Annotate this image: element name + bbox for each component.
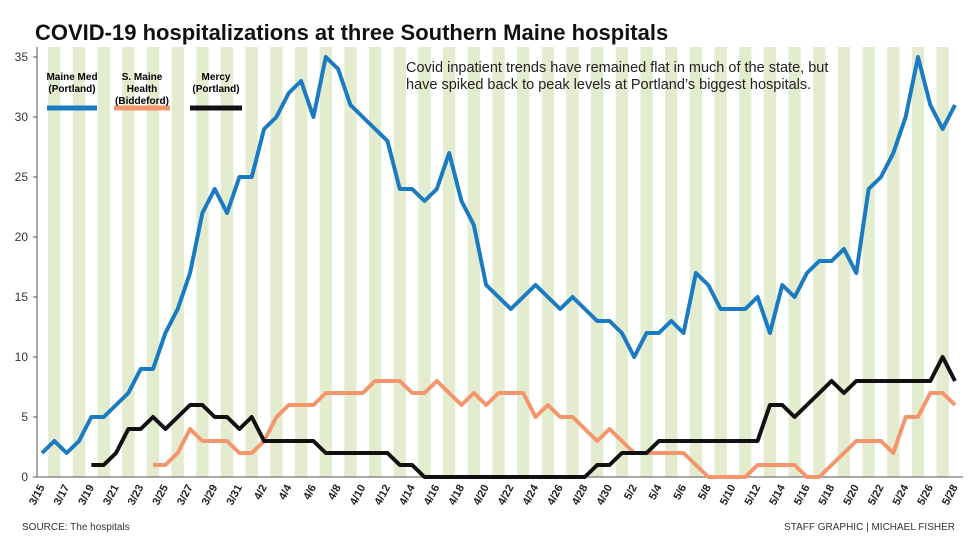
x-tick-label: 4/14 [397,482,418,507]
stripe [319,47,332,477]
y-tick-label: 15 [15,290,29,304]
stripe [492,47,505,477]
x-tick-label: 5/4 [647,482,665,502]
stripe [615,47,629,477]
stripe [566,47,579,477]
x-tick-label: 3/27 [175,483,196,508]
x-tick-label: 4/26 [545,483,566,508]
stripe [467,47,480,477]
x-tick-label: 5/2 [622,483,640,502]
stripe [837,47,851,477]
stripe [270,47,283,477]
stripe [714,47,727,477]
legend-label: Mercy (Portland) [192,72,240,95]
stripe [368,47,382,477]
x-tick-label: 4/2 [252,483,270,502]
stripe [72,47,86,477]
annotation: Covid inpatient trends have remained fla… [406,60,829,93]
x-tick-label: 4/4 [277,482,295,502]
series-line [153,379,957,479]
stripe [245,47,258,477]
x-tick-label: 3/23 [126,483,147,508]
stripe [911,47,925,477]
x-tick-label: 4/10 [348,483,369,508]
stripe [418,47,431,477]
y-tick-label: 10 [15,350,29,364]
x-tick-label: 4/12 [372,483,393,508]
stripe [220,47,234,477]
x-tick-label: 4/20 [471,483,492,508]
x-tick-label: 5/8 [696,483,714,502]
x-tick-label: 3/15 [27,483,48,508]
y-tick-label: 0 [21,470,28,484]
series-line [40,55,957,455]
x-tick-label: 4/16 [422,483,443,508]
x-tick-label: 3/31 [224,483,245,508]
stripe [541,47,555,477]
series-line [91,355,957,479]
x-tick-label: 4/18 [446,483,467,508]
stripe [294,47,308,477]
stripe [763,47,777,477]
x-tick-label: 4/8 [326,483,344,502]
x-tick-label: 5/22 [866,483,887,508]
x-tick-label: 5/20 [841,483,862,508]
x-tick-label: 3/25 [150,483,171,508]
stripe [887,47,900,477]
x-tick-label: 4/30 [595,483,616,508]
y-tick-label: 25 [15,170,29,184]
y-tick-label: 30 [15,110,29,124]
stripe [788,47,801,477]
stripe [442,47,456,477]
background [48,47,949,477]
stripe [393,47,406,477]
x-tick-label: 5/16 [792,483,813,508]
x-tick-label: 5/26 [915,483,936,508]
stripe [591,47,604,477]
stripe [689,47,703,477]
x-tick-label: 5/28 [940,483,961,508]
x-tick-label: 3/21 [101,483,122,508]
credit: STAFF GRAPHIC | MICHAEL FISHER [784,522,955,533]
stripe [739,47,752,477]
legend-label: S. Maine Health (Biddeford) [115,72,169,107]
stripe [665,47,678,477]
stripe [936,47,949,477]
stripe [122,47,135,477]
x-tick-label: 5/10 [718,483,739,508]
stripe [97,47,110,477]
x-tick-label: 4/24 [521,482,542,507]
stripe [196,47,209,477]
stripe [48,47,61,477]
stripe [640,47,653,477]
x-tick-label: 3/17 [52,483,73,508]
stripe [146,47,160,477]
x-tick-label: 4/22 [496,483,517,508]
y-tick-label: 35 [15,50,29,64]
x-tick-label: 5/14 [767,482,788,507]
chart-title: COVID-19 hospitalizations at three South… [35,20,668,45]
x-tick-label: 4/28 [570,483,591,508]
x-tick-label: 3/19 [76,483,97,508]
stripe [862,47,875,477]
y-tick-label: 20 [15,230,29,244]
x-tick-label: 5/24 [891,482,912,507]
x-tick-label: 5/6 [671,483,689,502]
y-tick-label: 5 [21,410,28,424]
stripe [517,47,530,477]
x-tick-label: 5/12 [743,483,764,508]
x-tick-label: 5/18 [817,483,838,508]
x-tick-label: 4/6 [301,483,319,502]
stripe [344,47,357,477]
x-tick-label: 3/29 [200,483,221,508]
source: SOURCE: The hospitals [22,522,130,533]
stripe [171,47,184,477]
legend-label: Maine Med (Portland) [46,72,98,95]
